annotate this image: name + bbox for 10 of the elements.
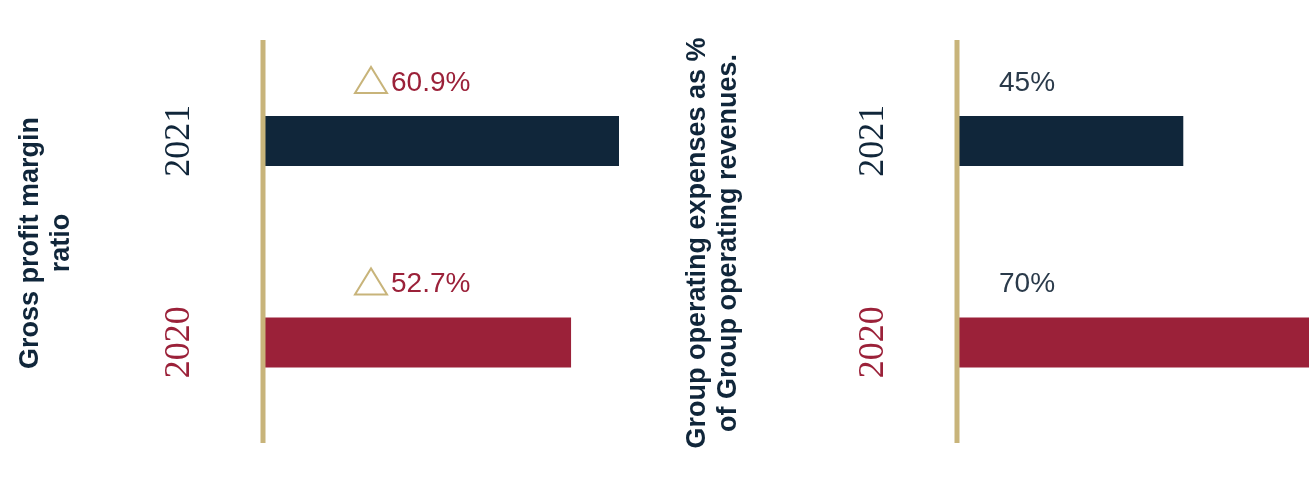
data-label: 60.9%: [391, 65, 471, 97]
y-tick-label: 2021: [851, 104, 891, 177]
data-label: 70%: [999, 267, 1056, 298]
y-axis-title: Group operating expenses as % of Group operating revenues.: [680, 35, 743, 451]
y-tick-label: 2020: [851, 306, 891, 379]
data-label: 52.7%: [391, 267, 471, 298]
y-tick-label: 2020: [157, 306, 197, 379]
data-label: 45%: [999, 65, 1056, 97]
y-tick-label: 2021: [157, 104, 197, 177]
y-axis-title: Gross profit margin ratio: [13, 115, 76, 371]
